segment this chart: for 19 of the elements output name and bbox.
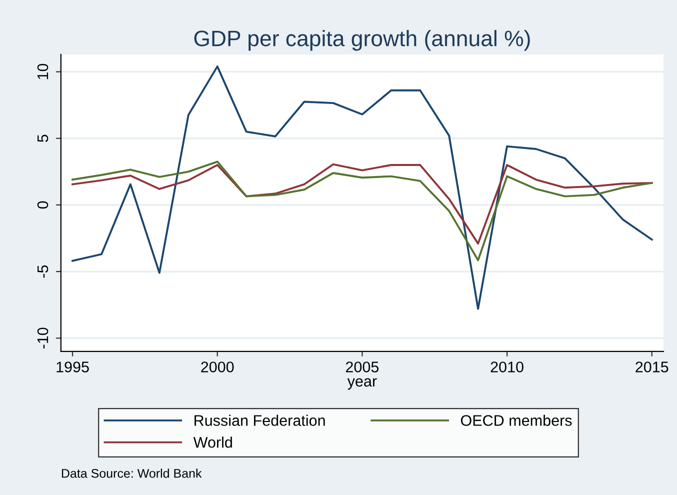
y-tick-label: 0 — [37, 201, 48, 209]
y-tick-label: -5 — [38, 265, 48, 278]
legend-label: Russian Federation — [194, 414, 325, 426]
line-series — [72, 163, 653, 245]
x-tick-label: 2015 — [636, 362, 668, 372]
x-tick-label: 2000 — [201, 362, 234, 372]
chart-title: GDP per capita growth (annual %) — [194, 30, 530, 51]
y-tick-label: -10 — [37, 328, 48, 348]
line-series — [72, 160, 653, 262]
x-tick-label: 2005 — [346, 362, 379, 372]
source-note: Data Source: World Bank — [62, 468, 202, 478]
x-axis-title: year — [347, 378, 377, 390]
legend-label: World — [193, 436, 232, 448]
x-tick-label: 2010 — [490, 362, 524, 372]
x-tick-label: 1995 — [56, 362, 89, 372]
line-series — [72, 65, 653, 310]
y-tick-label: 10 — [37, 64, 48, 80]
legend-label: OECD members — [460, 414, 572, 426]
y-tick-label: 5 — [38, 134, 48, 142]
